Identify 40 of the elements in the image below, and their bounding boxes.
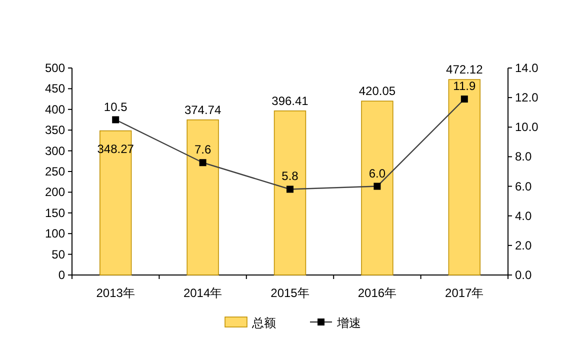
legend-label: 增速 — [336, 316, 361, 330]
legend-label: 总额 — [251, 316, 276, 330]
y2-tick-label: 6.0 — [515, 179, 532, 194]
data-label: 374.74 — [184, 102, 222, 117]
x-tick-label: 2016年 — [358, 286, 397, 300]
x-tick-label: 2014年 — [183, 286, 222, 300]
y-tick-label: 50 — [52, 247, 66, 262]
y2-tick-label: 4.0 — [515, 208, 532, 223]
data-label: 11.9 — [453, 79, 476, 94]
x-tick-label: 2013年 — [96, 286, 135, 300]
y-tick-label: 500 — [44, 61, 66, 75]
y2-tick-label: 8.0 — [515, 150, 532, 164]
y-tick-label: 450 — [44, 82, 66, 96]
data-label: 6.0 — [368, 166, 386, 180]
y2-tick-label: 14.0 — [515, 61, 539, 75]
y-tick-label: 400 — [44, 102, 66, 116]
data-label: 472.12 — [446, 62, 484, 77]
y-tick-label: 0 — [58, 268, 66, 282]
y2-tick-label: 12.0 — [515, 90, 539, 105]
y-tick-label: 100 — [44, 226, 66, 241]
y-tick-label: 150 — [44, 206, 66, 220]
y-tick-label: 350 — [44, 123, 66, 138]
y2-tick-label: 10.0 — [515, 120, 539, 134]
y2-tick-label: 0.0 — [515, 268, 532, 282]
data-label: 396.41 — [272, 94, 309, 108]
y-tick-label: 200 — [44, 185, 66, 200]
y2-tick-label: 2.0 — [515, 238, 532, 252]
y-tick-label: 250 — [44, 164, 66, 178]
x-tick-label: 2015年 — [270, 286, 310, 300]
bar — [100, 130, 132, 276]
bar — [361, 100, 394, 276]
x-tick-label: 2017年 — [445, 286, 484, 300]
bar — [274, 110, 306, 276]
bar — [186, 119, 219, 276]
data-label: 10.5 — [104, 100, 128, 114]
data-label: 420.05 — [358, 84, 396, 98]
y-tick-label: 300 — [44, 144, 66, 158]
bar — [448, 79, 480, 276]
data-label: 7.6 — [194, 142, 212, 157]
data-label: 5.8 — [282, 169, 299, 184]
